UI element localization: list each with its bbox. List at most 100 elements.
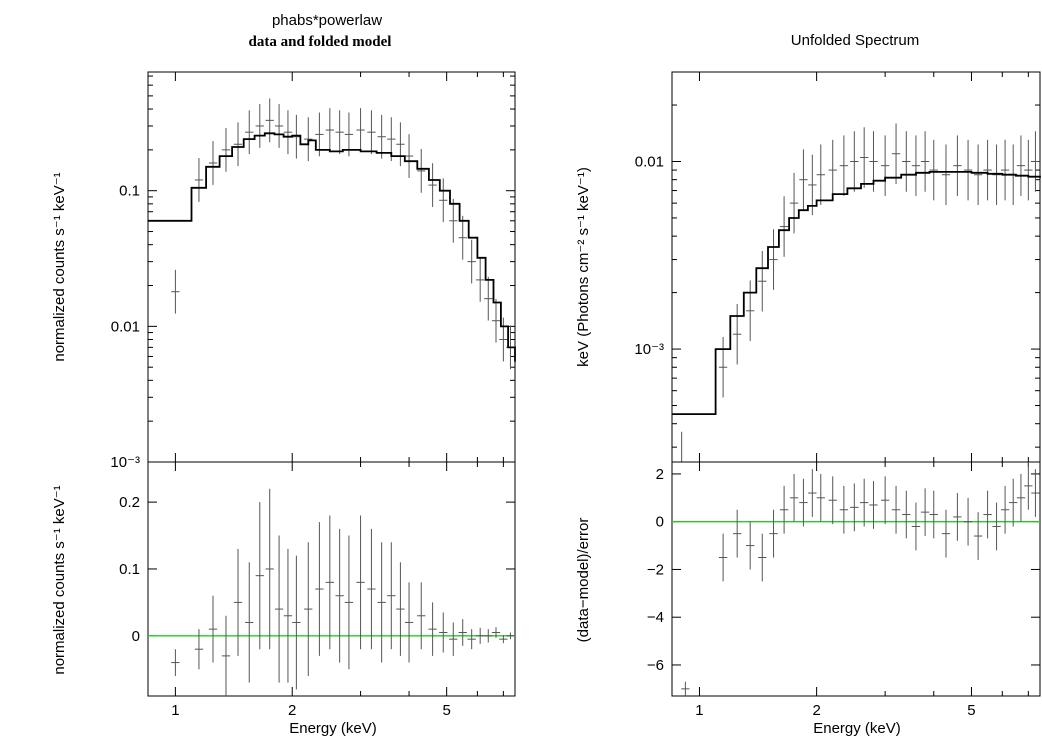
left-x-axis-label: Energy (keV) — [289, 720, 377, 737]
right-top-data-point — [816, 144, 825, 206]
left-chart-subtitle: data and folded model — [249, 34, 392, 50]
right-top-data-point — [973, 144, 983, 206]
left-top-data-point — [428, 163, 437, 207]
right-bottom-y-tick-label: −2 — [647, 561, 664, 578]
left-bottom-data-point — [274, 535, 284, 683]
left-bottom-data-point — [449, 622, 458, 656]
right-bottom-frame — [671, 461, 1041, 697]
left-bottom-data-point — [491, 627, 501, 638]
right-bottom-data-point — [1000, 485, 1010, 534]
right-bottom-data-point — [920, 488, 930, 537]
right-bottom-x-tick-label: 5 — [967, 702, 975, 719]
left-bottom-data-point — [304, 542, 313, 676]
right-top-data-point — [789, 172, 799, 234]
right-bottom-data-point — [891, 485, 901, 534]
left-bottom-data-point — [245, 562, 254, 683]
right-top-plot: 10⁻³ 0.01 — [634, 71, 1041, 463]
left-top-data-point — [476, 258, 485, 302]
left-bottom-data-point — [221, 615, 231, 696]
right-bottom-data-point — [808, 469, 817, 517]
left-bottom-data-point — [417, 582, 426, 650]
right-top-data-point — [850, 131, 859, 192]
right-top-data-point — [758, 250, 767, 312]
right-bottom-y-axis-label: (data−model)/error — [575, 518, 592, 643]
left-top-data-point — [194, 158, 204, 202]
left-bottom-data-point — [367, 528, 376, 650]
right-top-data-point — [880, 135, 890, 196]
right-top-data-point — [718, 336, 728, 398]
left-bottom-y-tick-label: 0.1 — [119, 561, 140, 578]
right-top-data-point — [1024, 139, 1033, 201]
left-top-data-point — [304, 117, 313, 162]
right-top-data-point — [941, 144, 951, 206]
left-top-data-point — [208, 141, 218, 185]
left-bottom-y-axis-label: normalized counts s⁻¹ keV⁻¹ — [51, 485, 68, 674]
left-bottom-data-point — [344, 535, 354, 670]
right-top-data-point — [677, 431, 686, 463]
right-bottom-plot: −6 −4 −2 0 2 1 2 5 — [647, 461, 1041, 719]
left-top-data-point — [283, 110, 293, 155]
left-chart-title: phabs*powerlaw — [272, 12, 382, 29]
right-bottom-data-point — [929, 490, 938, 539]
left-top-data-point — [439, 178, 448, 223]
left-bottom-data-point — [396, 562, 405, 656]
right-bottom-data-point — [769, 509, 778, 558]
right-top-y-tick-label: 10⁻³ — [634, 341, 664, 358]
left-top-y-axis-label: normalized counts s⁻¹ keV⁻¹ — [51, 172, 68, 361]
left-top-y-tick-label: 0.01 — [111, 318, 140, 335]
left-bottom-data-point — [208, 595, 218, 663]
left-bottom-data-point — [255, 502, 264, 650]
right-top-data-point — [992, 144, 1001, 206]
right-top-data-point — [839, 135, 849, 196]
left-bottom-data-point — [265, 488, 274, 650]
right-bottom-data-point — [850, 483, 859, 532]
left-top-data-point — [377, 114, 386, 159]
right-bottom-data-point — [953, 493, 962, 541]
right-bottom-data-point — [880, 476, 890, 525]
left-bottom-data-point — [292, 555, 301, 690]
right-top-data-point — [911, 135, 921, 196]
left-top-data-point — [396, 122, 405, 167]
right-top-model-line — [672, 171, 1041, 415]
right-bottom-y-tick-label: −6 — [647, 657, 664, 674]
left-top-data-point — [245, 110, 254, 155]
left-bottom-data-point — [499, 635, 508, 644]
right-top-data-point — [860, 127, 869, 188]
left-top-data-point — [484, 276, 493, 321]
left-bottom-x-tick-label: 1 — [171, 702, 179, 719]
left-bottom-data-point — [476, 627, 485, 644]
right-top-data-point — [733, 303, 742, 365]
right-bottom-data-point — [746, 521, 755, 570]
right-bottom-data-point — [860, 478, 869, 527]
left-top-data-point — [233, 122, 243, 167]
left-top-data-point — [171, 269, 180, 314]
right-bottom-data-point — [983, 490, 992, 539]
right-bottom-data-point — [839, 485, 849, 534]
left-bottom-data-point — [335, 528, 344, 663]
right-top-data-point — [1016, 135, 1026, 196]
right-top-data-point — [1031, 131, 1040, 192]
right-top-data-point — [799, 149, 808, 210]
left-bottom-data-point — [467, 629, 476, 650]
left-top-data-point — [449, 198, 458, 243]
left-top-data-point — [325, 108, 334, 152]
left-bottom-data-point — [194, 629, 204, 670]
right-bottom-y-tick-label: −4 — [647, 609, 664, 626]
right-bottom-data-point — [1016, 473, 1026, 522]
left-top-plot: 10⁻³ 0.01 0.1 — [110, 71, 516, 471]
left-top-data-point — [417, 148, 426, 193]
left-top-data-point — [499, 317, 508, 362]
right-bottom-data-point — [733, 509, 742, 558]
left-top-data-point — [367, 110, 376, 155]
left-bottom-data-point — [356, 515, 365, 650]
left-bottom-y-tick-label: 0 — [132, 628, 140, 645]
left-top-data-point — [265, 98, 274, 143]
left-top-data-point — [458, 215, 467, 260]
left-bottom-frame — [147, 461, 516, 697]
right-bottom-y-tick-label: 0 — [656, 514, 664, 531]
left-top-data-point — [335, 110, 344, 155]
left-bottom-data-point — [428, 602, 437, 656]
left-bottom-x-tick-label: 2 — [288, 702, 296, 719]
right-bottom-data-point — [718, 533, 728, 582]
left-top-data-point — [491, 298, 501, 343]
